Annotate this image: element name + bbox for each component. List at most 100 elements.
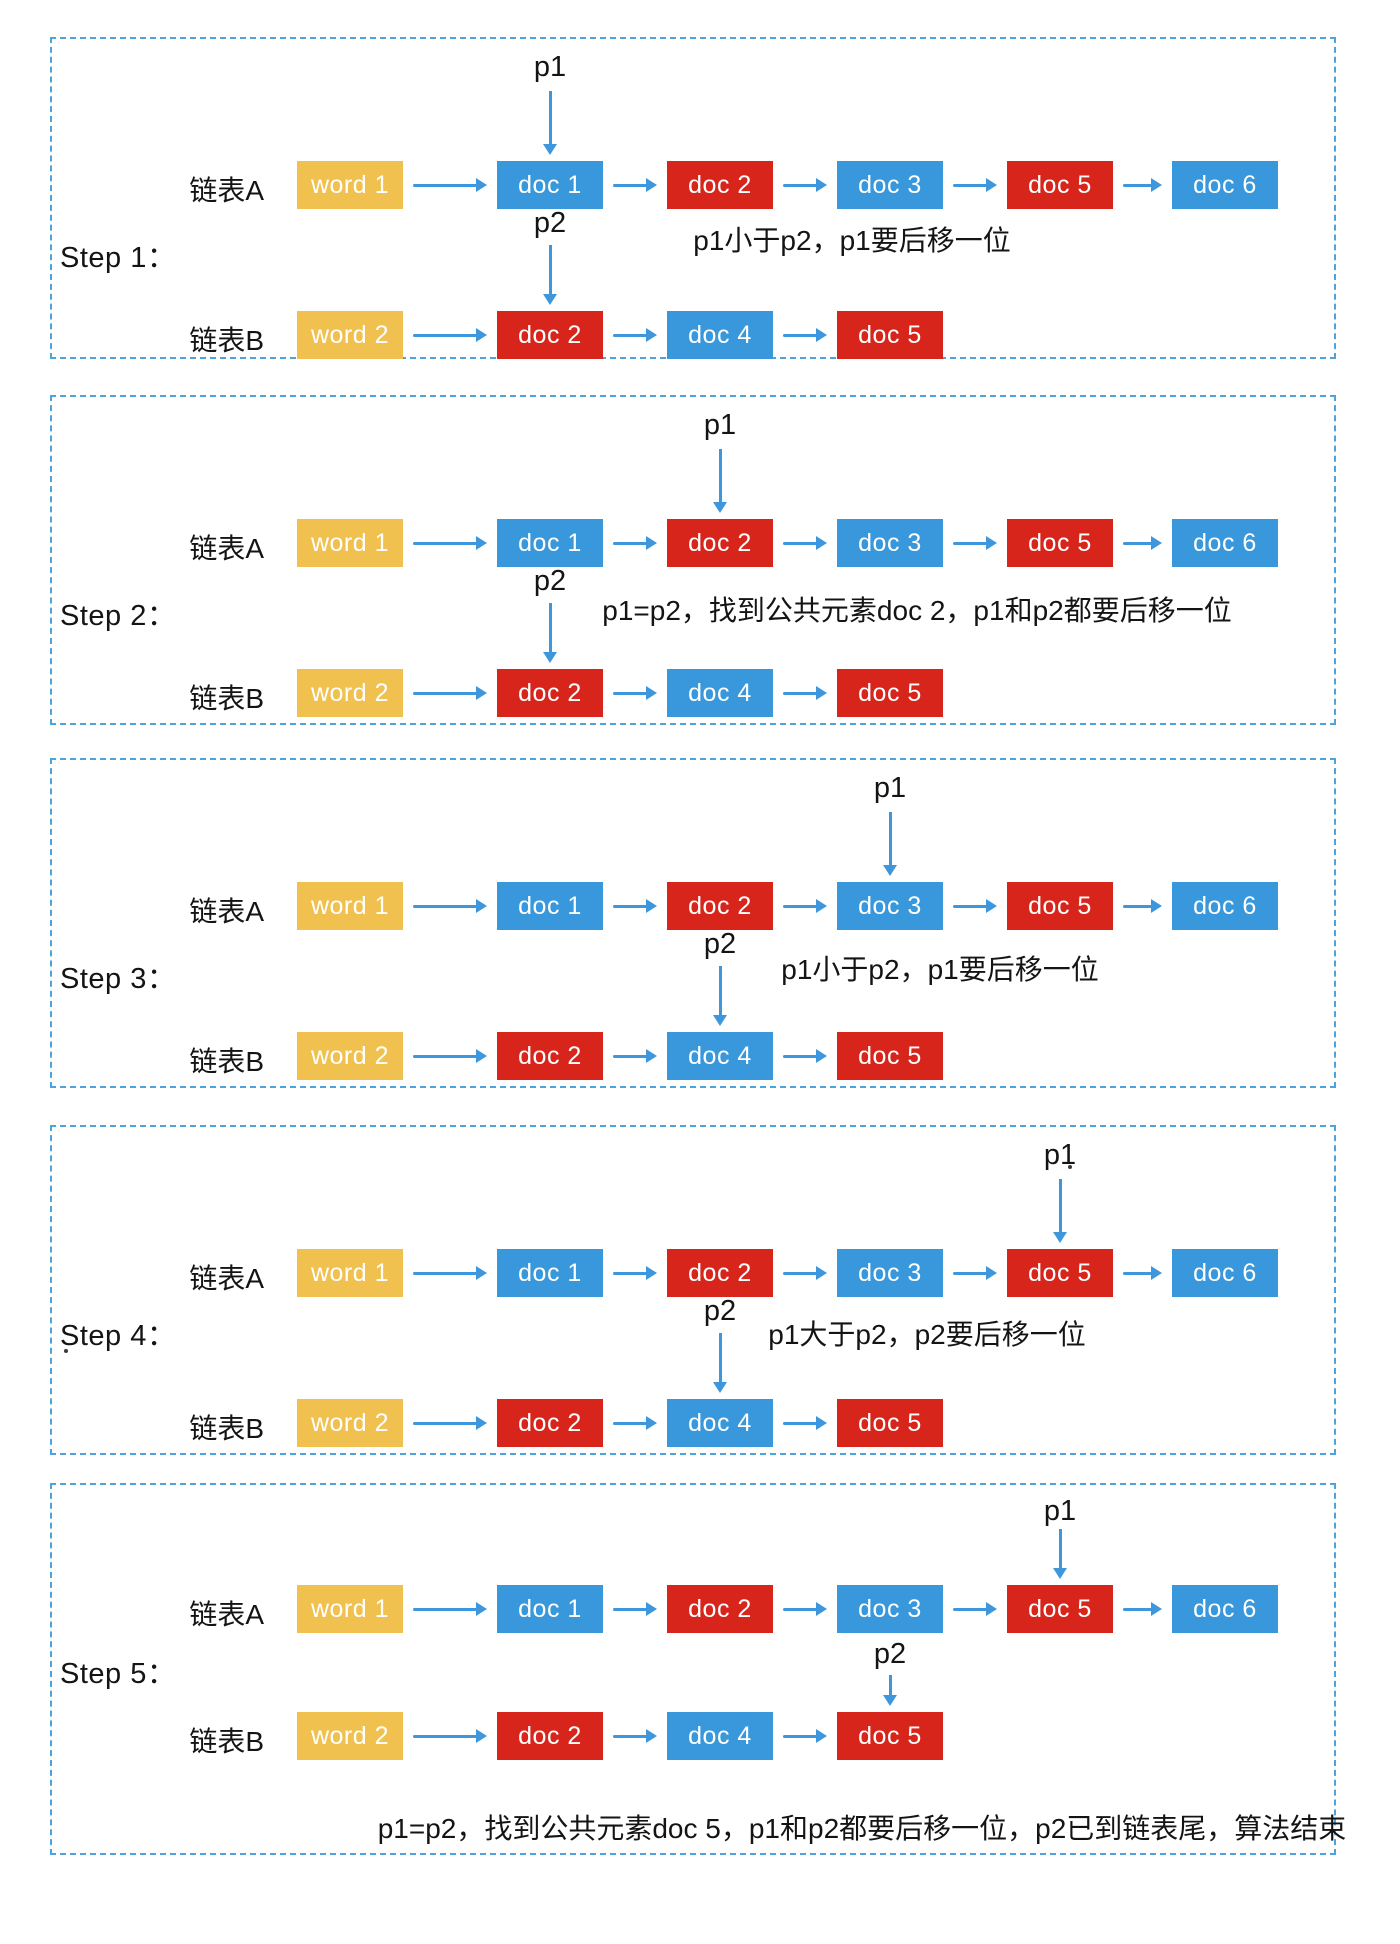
list-b-label: 链表B: [189, 1046, 264, 1077]
arrow-head: [816, 536, 827, 550]
arrow-shaft: [783, 905, 818, 908]
step-panel-2: Step 2： 链表A word 1 doc 1 doc 2 doc 3 doc 5 doc …: [50, 395, 1336, 725]
arrow-shaft: [888, 812, 892, 867]
node-doc-1: doc 1: [497, 882, 603, 930]
arrow-shaft: [783, 1735, 818, 1738]
node-doc-1: doc 1: [497, 1249, 603, 1297]
arrow-head: [816, 1416, 827, 1430]
node-word-2: word 2: [297, 1399, 403, 1447]
node-doc-5: doc 5: [1007, 161, 1113, 209]
arrow-shaft: [953, 1272, 988, 1275]
arrow-head: [883, 1695, 897, 1706]
step-label: Step 4：: [60, 1320, 177, 1352]
node-doc-1: doc 1: [497, 519, 603, 567]
arrow-shaft: [953, 1608, 988, 1611]
step-description: p1小于p2，p1要后移一位: [693, 225, 1011, 256]
node-doc-2: doc 2: [497, 311, 603, 359]
node-doc-6: doc 6: [1172, 519, 1278, 567]
arrow-head: [646, 328, 657, 342]
step-panel-1: Step 1： 链表A word 1 doc 1 doc 2 doc 3 doc 5 doc …: [50, 37, 1336, 359]
node-doc-1: doc 1: [497, 161, 603, 209]
pointer-p1-label: p1: [1043, 1495, 1077, 1527]
node-doc-5: doc 5: [1007, 519, 1113, 567]
node-doc-6: doc 6: [1172, 161, 1278, 209]
arrow-head: [1053, 1232, 1067, 1243]
arrow-shaft: [783, 692, 818, 695]
node-word-2: word 2: [297, 1032, 403, 1080]
arrow-shaft: [613, 905, 648, 908]
arrow-shaft: [413, 1422, 478, 1425]
node-doc-3: doc 3: [837, 1585, 943, 1633]
arrow-shaft: [413, 905, 478, 908]
step-label: Step 2：: [60, 600, 177, 632]
arrow-shaft: [783, 542, 818, 545]
stray-dot: [64, 1349, 68, 1353]
list-a-label: 链表A: [189, 1263, 264, 1294]
node-doc-4: doc 4: [667, 1399, 773, 1447]
list-b-label: 链表B: [189, 1726, 264, 1757]
arrow-shaft: [413, 184, 478, 187]
arrow-shaft: [613, 692, 648, 695]
node-doc-3: doc 3: [837, 1249, 943, 1297]
step-panel-4: Step 4： 链表A word 1 doc 1 doc 2 doc 3 doc 5 doc …: [50, 1125, 1336, 1455]
step-label: Step 3：: [60, 963, 177, 995]
arrow-shaft: [783, 1272, 818, 1275]
arrow-shaft: [613, 184, 648, 187]
arrow-shaft: [613, 1735, 648, 1738]
arrow-shaft: [1123, 184, 1153, 187]
arrow-head: [646, 1049, 657, 1063]
node-word-1: word 1: [297, 1585, 403, 1633]
node-doc-5: doc 5: [837, 311, 943, 359]
node-word-1: word 1: [297, 882, 403, 930]
node-doc-2: doc 2: [667, 882, 773, 930]
node-doc-5: doc 5: [837, 1399, 943, 1447]
list-a-label: 链表A: [189, 533, 264, 564]
arrow-head: [476, 536, 487, 550]
arrow-shaft: [783, 184, 818, 187]
arrow-shaft: [613, 1422, 648, 1425]
node-word-1: word 1: [297, 519, 403, 567]
arrow-shaft: [613, 1272, 648, 1275]
arrow-head: [646, 536, 657, 550]
arrow-shaft: [413, 1735, 478, 1738]
arrow-head: [646, 1266, 657, 1280]
arrow-shaft: [718, 966, 722, 1017]
node-doc-5: doc 5: [1007, 1249, 1113, 1297]
arrow-head: [476, 1266, 487, 1280]
arrow-head: [986, 536, 997, 550]
arrow-head: [816, 686, 827, 700]
arrow-head: [816, 328, 827, 342]
node-word-2: word 2: [297, 1712, 403, 1760]
arrow-head: [1151, 1266, 1162, 1280]
arrow-shaft: [613, 1608, 648, 1611]
arrow-shaft: [613, 542, 648, 545]
step-label: Step 5：: [60, 1658, 177, 1690]
arrow-head: [816, 899, 827, 913]
arrow-shaft: [783, 1422, 818, 1425]
arrow-head: [476, 899, 487, 913]
arrow-head: [713, 1015, 727, 1026]
arrow-head: [816, 1602, 827, 1616]
node-doc-2: doc 2: [667, 1249, 773, 1297]
arrow-head: [1151, 536, 1162, 550]
node-doc-5: doc 5: [837, 1032, 943, 1080]
arrow-shaft: [1123, 905, 1153, 908]
arrow-head: [646, 899, 657, 913]
arrow-shaft: [888, 1675, 892, 1697]
node-doc-6: doc 6: [1172, 1585, 1278, 1633]
pointer-p1-label: p1: [703, 409, 737, 441]
step-panel-5: Step 5： 链表A word 1 doc 1 doc 2 doc 3 doc 5 doc …: [50, 1483, 1346, 1855]
arrow-head: [816, 1729, 827, 1743]
node-doc-1: doc 1: [497, 1585, 603, 1633]
arrow-shaft: [413, 1272, 478, 1275]
step-description: p1小于p2，p1要后移一位: [781, 954, 1099, 985]
arrow-shaft: [783, 334, 818, 337]
list-b-label: 链表B: [189, 325, 264, 356]
arrow-head: [543, 294, 557, 305]
list-a-label: 链表A: [189, 175, 264, 206]
arrow-head: [476, 1416, 487, 1430]
arrow-shaft: [718, 1333, 722, 1384]
pointer-p2-label: p2: [703, 928, 737, 960]
pointer-p1-label: p1: [873, 772, 907, 804]
